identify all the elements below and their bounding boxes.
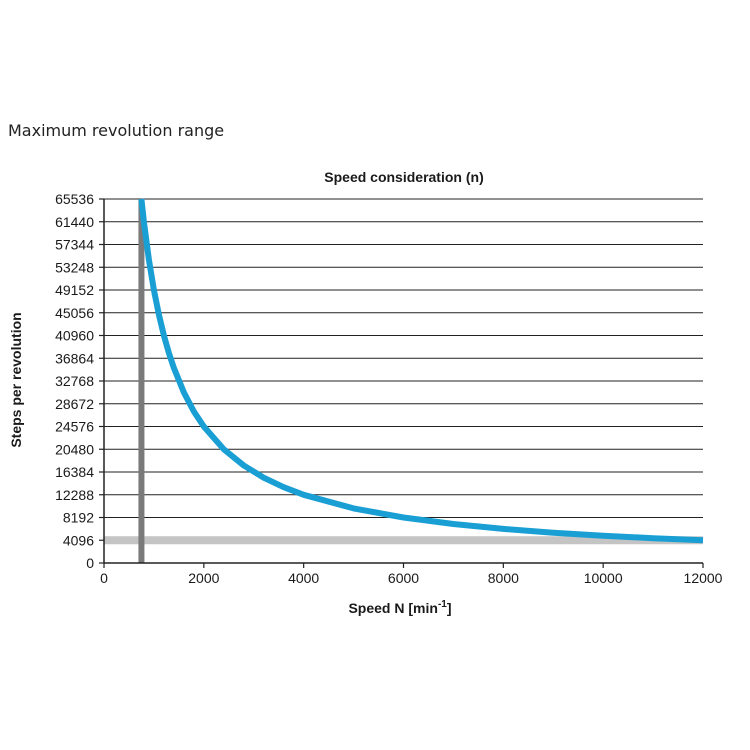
x-tick-label-3: 6000 <box>388 570 419 586</box>
x-tick-label-2: 4000 <box>288 570 319 586</box>
x-tick-label-4: 8000 <box>488 570 519 586</box>
y-tick-label-1: 4096 <box>63 532 94 548</box>
chart-title: Speed consideration (n) <box>324 169 483 185</box>
y-tick-label-16: 65536 <box>55 191 94 207</box>
y-tick-label-14: 57344 <box>55 237 94 253</box>
y-tick-label-13: 53248 <box>55 259 94 275</box>
x-axis-label-superscript: -1 <box>438 599 447 610</box>
x-tick-labels: 0 2000 4000 6000 8000 10000 12000 <box>100 570 723 586</box>
limit-lines <box>104 199 703 563</box>
x-tick-label-5: 10000 <box>584 570 623 586</box>
y-tick-label-7: 28672 <box>55 396 94 412</box>
series-line-0 <box>138 198 704 544</box>
page-heading: Maximum revolution range <box>8 121 225 140</box>
y-tick-label-9: 36864 <box>55 350 94 366</box>
x-tick-label-0: 0 <box>100 570 108 586</box>
y-tick-label-0: 0 <box>86 555 94 571</box>
y-tick-label-6: 24576 <box>55 419 94 435</box>
y-tick-label-8: 32768 <box>55 373 94 389</box>
y-tick-label-10: 40960 <box>55 328 94 344</box>
x-tick-label-1: 2000 <box>188 570 219 586</box>
series-group <box>138 198 704 544</box>
y-tick-label-4: 16384 <box>55 464 94 480</box>
y-tick-labels: 0 4096 8192 12288 16384 20480 24576 28672 32768 3… <box>55 191 94 571</box>
y-tick-label-2: 8192 <box>63 510 94 526</box>
y-tick-label-5: 20480 <box>55 441 94 457</box>
y-axis-label: Steps per revolution <box>8 312 24 447</box>
y-tick-label-11: 45056 <box>55 305 94 321</box>
y-tick-label-3: 12288 <box>55 487 94 503</box>
x-axis-label-close: ] <box>447 600 452 616</box>
y-tick-label-12: 49152 <box>55 282 94 298</box>
axes <box>99 198 704 568</box>
x-axis-label-main: Speed N [min <box>348 600 437 616</box>
x-tick-label-6: 12000 <box>684 570 723 586</box>
y-tick-label-15: 61440 <box>55 214 94 230</box>
grid-lines <box>104 198 703 541</box>
x-axis-label: Speed N [min-1] <box>348 599 451 616</box>
